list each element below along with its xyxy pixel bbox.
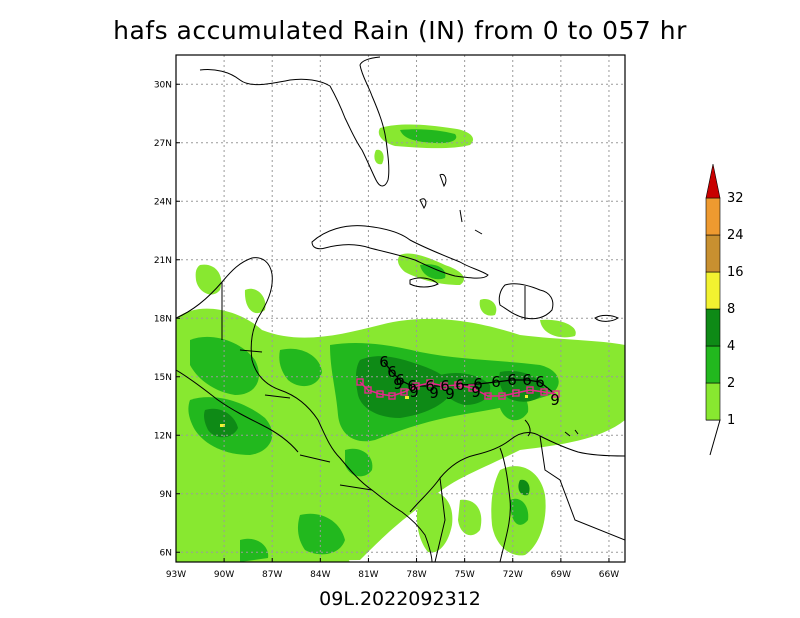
- colorbar-level-label: 16: [727, 265, 744, 280]
- obs-track-marker: [426, 379, 434, 387]
- lon-tick-label: 84W: [310, 570, 330, 580]
- obs-track-marker: [400, 388, 408, 396]
- obs-track-marker: [440, 382, 448, 390]
- rain-layer-8in: [220, 395, 528, 427]
- lat-tick-label: 27N: [154, 139, 172, 149]
- colorbar-top-arrow: [705, 163, 721, 199]
- lat-tick-label: 21N: [154, 256, 172, 266]
- lat-tick-label: 9N: [160, 490, 172, 500]
- colorbar-level-label: 8: [727, 302, 735, 317]
- obs-track-symbol: 9: [471, 383, 481, 401]
- colorbar-tail-low: [706, 419, 721, 456]
- lon-tick-label: 69W: [551, 570, 571, 580]
- run-id-label: 09L.2022092312: [319, 588, 481, 610]
- model-track-symbol: 6: [491, 373, 501, 391]
- colorbar-segment: [705, 308, 721, 347]
- obs-track-marker: [526, 386, 534, 394]
- colorbar-level-label: 24: [727, 228, 744, 243]
- axis-tick-labels: 93W 90W 87W 84W 81W 78W 75W 72W 69W 66W 30N 27N 24N 2…: [154, 80, 619, 580]
- coastlines: [176, 56, 625, 562]
- model-track-symbol: 6: [535, 373, 545, 391]
- lat-tick-label: 15N: [154, 373, 172, 383]
- obs-track-marker: [364, 386, 372, 394]
- obs-track-symbol: 9: [550, 391, 560, 409]
- colorbar-segment: [705, 271, 721, 310]
- model-track-symbol: 6: [455, 376, 465, 394]
- lon-tick-label: 72W: [503, 570, 523, 580]
- model-track-symbol: 6: [395, 371, 405, 389]
- lon-tick-label: 66W: [599, 570, 619, 580]
- plot-border: [175, 54, 626, 563]
- colorbar-level-label: 4: [727, 339, 735, 354]
- obs-track-marker: [468, 384, 476, 392]
- obs-track-marker: [356, 378, 364, 386]
- storm-track-markers: 666 6 6 6 6 6 6 6 6 69 9 9 9 9 9: [356, 353, 560, 409]
- colorbar-level-label: 2: [727, 376, 735, 391]
- lat-tick-label: 24N: [154, 197, 172, 207]
- obs-track-symbol: 9: [393, 375, 403, 393]
- model-track-symbol: 6: [407, 377, 417, 395]
- obs-track-marker: [376, 390, 384, 398]
- lat-tick-label: 12N: [154, 431, 172, 441]
- lat-tick-label: 18N: [154, 314, 172, 324]
- model-track-symbol: 6: [379, 353, 389, 371]
- lon-tick-label: 93W: [166, 570, 186, 580]
- obs-track-symbol: 9: [445, 385, 455, 403]
- lon-tick-label: 75W: [454, 570, 474, 580]
- obs-track-marker: [540, 388, 548, 396]
- obs-track-marker: [412, 382, 420, 390]
- obs-track-marker: [552, 390, 560, 398]
- lat-tick-label: 6N: [160, 548, 172, 558]
- obs-track-marker: [484, 392, 492, 400]
- lon-tick-label: 90W: [214, 570, 234, 580]
- lon-tick-label: 81W: [358, 570, 378, 580]
- rain-layer-4in: [204, 356, 545, 496]
- lat-tick-label: 30N: [154, 80, 172, 90]
- lon-tick-label: 87W: [262, 570, 282, 580]
- colorbar-level-label: 1: [727, 413, 735, 428]
- obs-track-marker: [498, 392, 506, 400]
- model-track-symbol: 6: [507, 371, 517, 389]
- obs-track-marker: [512, 389, 520, 397]
- obs-track-symbol: 9: [429, 384, 439, 402]
- model-track-symbol: 6: [440, 377, 450, 395]
- colorbar-segment: [705, 234, 721, 273]
- model-track-symbol: 6: [473, 375, 483, 393]
- map-plot-area: 666 6 6 6 6 6 6 6 6 69 9 9 9 9 9: [176, 55, 625, 562]
- model-track-symbol: 6: [425, 377, 435, 395]
- model-track-symbol: 6: [522, 371, 532, 389]
- lon-tick-label: 78W: [406, 570, 426, 580]
- axis-ticks: [175, 83, 610, 562]
- obs-track-symbol: 9: [409, 383, 419, 401]
- map-title: hafs accumulated Rain (IN) from 0 to 057…: [113, 16, 687, 45]
- colorbar-segment: [705, 345, 721, 384]
- obs-track-marker: [388, 392, 396, 400]
- model-track-symbol: 6: [387, 363, 397, 381]
- obs-track-line: [359, 381, 557, 397]
- colorbar-level-label: 32: [727, 191, 744, 206]
- colorbar-segment: [705, 382, 721, 421]
- obs-track-marker: [454, 381, 462, 389]
- colorbar-segment: [705, 197, 721, 236]
- storm-track-lines: [359, 361, 557, 397]
